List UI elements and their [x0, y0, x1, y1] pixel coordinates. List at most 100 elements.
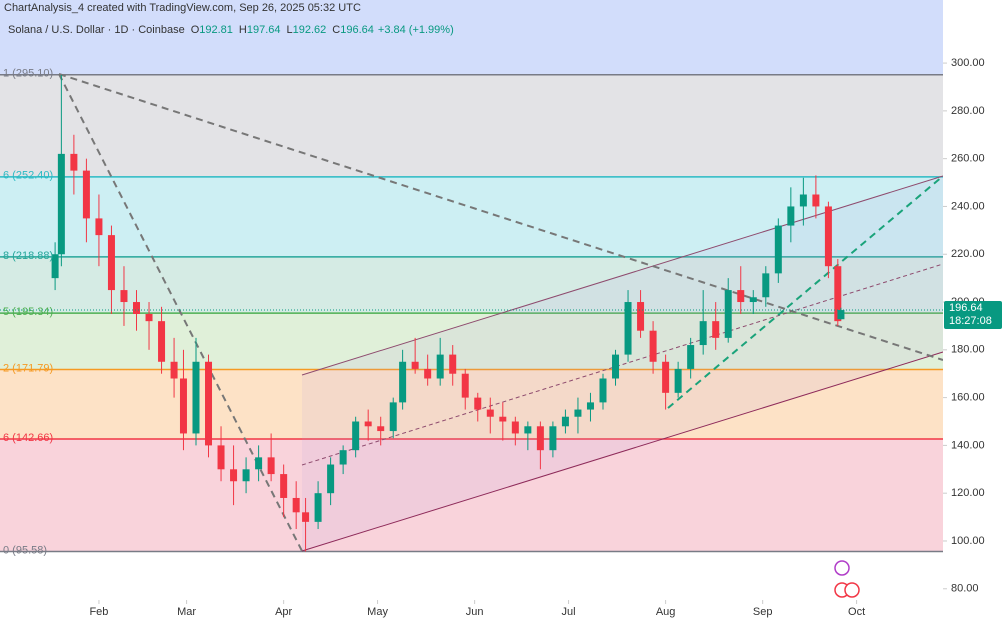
- candle-body: [133, 302, 141, 314]
- candle-body: [179, 378, 187, 434]
- candle-body: [524, 426, 532, 434]
- fib-zone: [0, 551, 943, 600]
- candle-body: [574, 409, 582, 417]
- fib-zone: [0, 256, 943, 314]
- fib-zone: [0, 176, 943, 257]
- symbol: Solana / U.S. Dollar · 1D · Coinbase: [8, 24, 185, 36]
- countdown: 18:27:08: [949, 315, 992, 327]
- candle-body: [242, 469, 250, 482]
- candle-body: [70, 153, 78, 171]
- ohlc-value: 197.64: [247, 24, 281, 36]
- candle-body: [712, 321, 720, 338]
- candle-body: [674, 368, 682, 393]
- candle-body: [327, 464, 335, 494]
- candle-body: [649, 330, 657, 362]
- ohlc-value: 196.64: [340, 24, 374, 36]
- candle-body: [192, 361, 200, 434]
- fib-label: 6 (252.40): [3, 170, 53, 182]
- y-tick-label: 300.00: [951, 57, 985, 69]
- candle-body: [267, 457, 275, 475]
- grid: [0, 74, 943, 553]
- candle-body: [486, 409, 494, 417]
- candle-body: [749, 297, 757, 303]
- candle-body: [762, 273, 770, 298]
- fib-labels: 1 (295.10) 6 (252.40) 8 (218.88) 5 (195.34)…: [3, 68, 53, 557]
- candle-body: [637, 302, 645, 331]
- candle-body: [662, 361, 670, 393]
- y-tick-label: 140.00: [951, 439, 985, 451]
- candle-body: [255, 457, 263, 470]
- candle-body: [389, 402, 397, 432]
- candle-body: [774, 225, 782, 274]
- candle-body: [424, 368, 432, 379]
- y-tick-label: 80.00: [951, 583, 979, 595]
- ohlc-value: 192.62: [293, 24, 327, 36]
- candle-body: [511, 421, 519, 434]
- x-tick-label: May: [367, 606, 388, 618]
- fib-zone: [0, 74, 943, 177]
- fib-label: 2 (171.79): [3, 362, 53, 374]
- change: +3.84 (+1.99%): [378, 24, 454, 36]
- candle-body: [624, 302, 632, 355]
- ohlc-key: H: [239, 24, 247, 36]
- candle-body: [787, 206, 795, 226]
- fib-label: 1 (295.10): [3, 68, 53, 80]
- candle-body: [699, 321, 707, 346]
- y-tick-label: 180.00: [951, 344, 985, 356]
- candle-body: [599, 378, 607, 403]
- candle-body: [120, 290, 128, 303]
- x-tick-label: Feb: [89, 606, 108, 618]
- candle-body: [724, 290, 732, 338]
- trend-dashed: [58, 73, 944, 361]
- candle-body: [824, 206, 832, 267]
- fib-label: 5 (195.34): [3, 306, 53, 318]
- candle-body: [399, 361, 407, 403]
- candle-body: [799, 194, 807, 207]
- y-tick-label: 280.00: [951, 105, 985, 117]
- candle-body: [364, 421, 372, 427]
- ohlc-key: C: [332, 24, 340, 36]
- fib-label: 0 (95.58): [3, 544, 47, 556]
- x-tick-label: Apr: [275, 606, 292, 618]
- candle-body: [51, 254, 59, 279]
- last-price-box: [944, 301, 1002, 330]
- y-tick-label: 260.00: [951, 153, 985, 165]
- x-tick-label: Sep: [753, 606, 773, 618]
- candles: [51, 75, 845, 552]
- fib-label: 8 (218.88): [3, 250, 53, 262]
- candle-body: [411, 361, 419, 369]
- fib-zone: [0, 0, 943, 75]
- candle-body: [302, 512, 310, 522]
- candle-body: [474, 397, 482, 410]
- y-tick-label: 100.00: [951, 535, 985, 547]
- channel-lower: [301, 351, 944, 552]
- candle-body: [145, 313, 153, 322]
- event-icon[interactable]: [834, 560, 850, 576]
- drawings: [58, 73, 944, 552]
- ohlc-key: O: [191, 24, 200, 36]
- candle-body: [314, 493, 322, 522]
- x-tick-label: Aug: [656, 606, 676, 618]
- candle-body: [82, 170, 90, 219]
- zones: [0, 0, 943, 600]
- fib-zone: [0, 369, 943, 440]
- y-tick-label: 220.00: [951, 248, 985, 260]
- y-tick-label: 120.00: [951, 487, 985, 499]
- channel-fill: [302, 176, 943, 551]
- last-price: 196.64: [949, 302, 983, 314]
- candle-body: [170, 361, 178, 379]
- ohlc-value: 192.81: [199, 24, 233, 36]
- x-tick-label: Jun: [466, 606, 484, 618]
- channel-upper: [301, 175, 944, 376]
- watermark: ChartAnalysis_4 created with TradingView…: [4, 2, 361, 14]
- ohlc-key: L: [287, 24, 293, 36]
- x-tick-label: Mar: [177, 606, 196, 618]
- candle-body: [549, 426, 557, 451]
- event-icon[interactable]: [844, 582, 860, 598]
- candle-body: [292, 497, 300, 513]
- candle-body: [737, 290, 745, 303]
- candle-body: [352, 421, 360, 451]
- candle-body: [339, 450, 347, 465]
